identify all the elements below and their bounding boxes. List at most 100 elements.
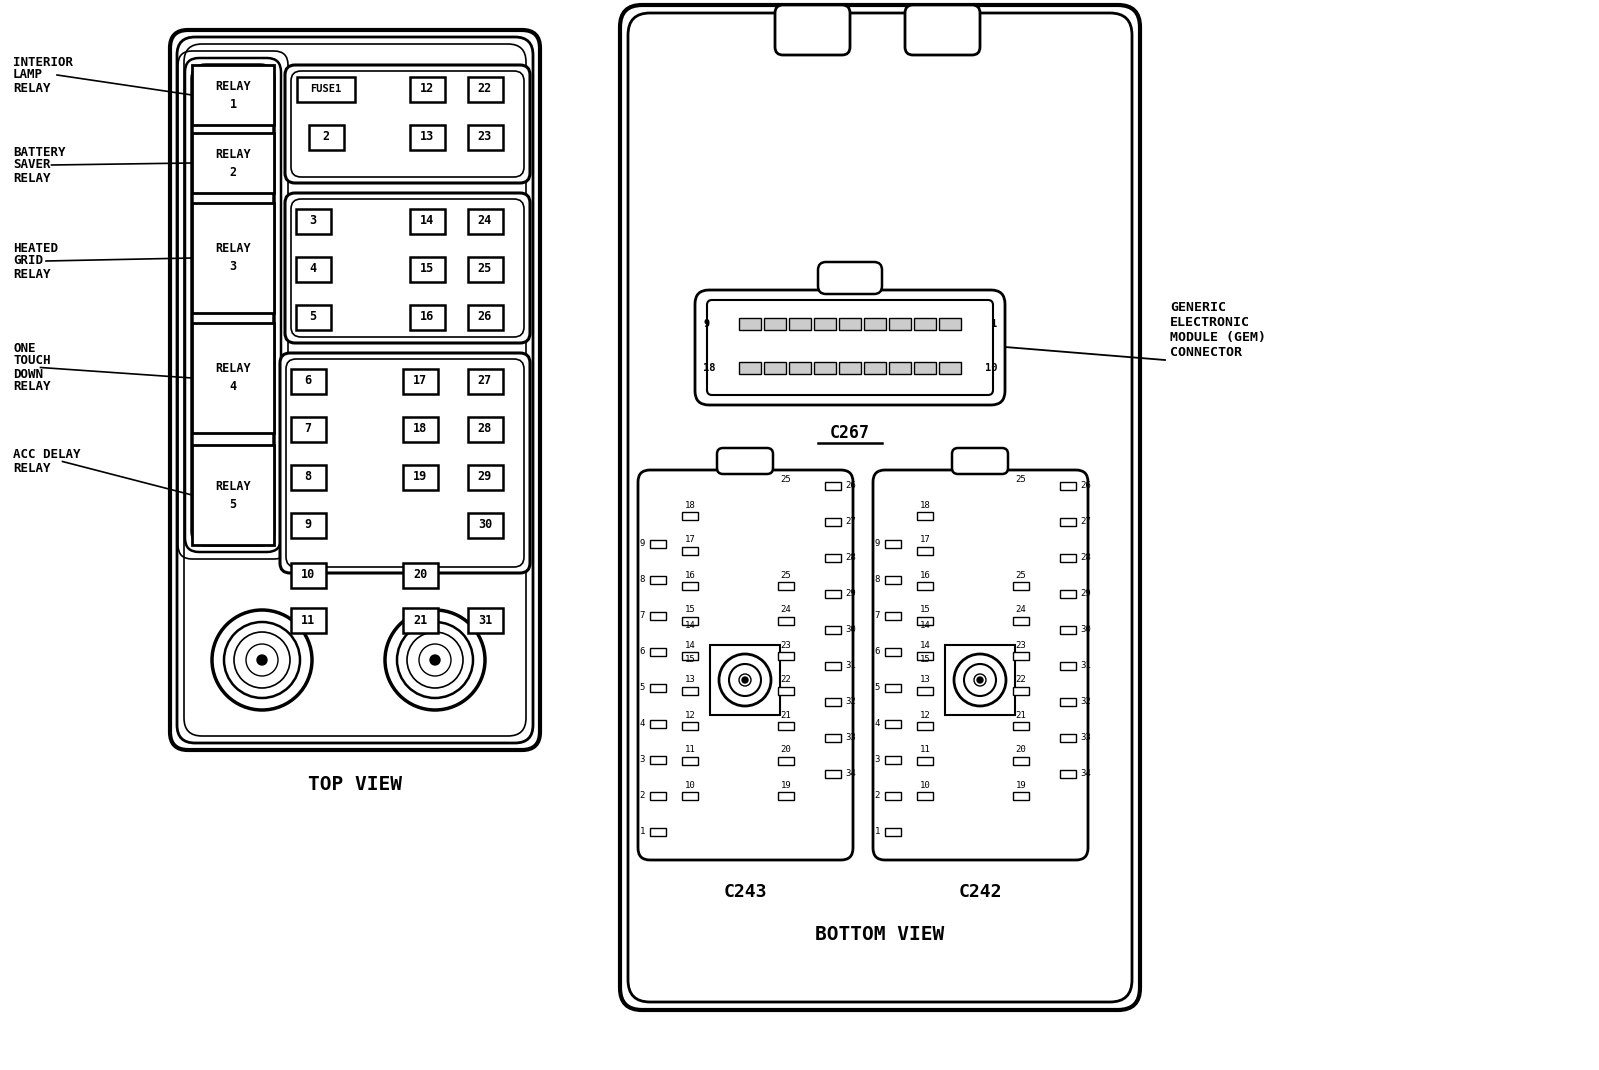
Bar <box>764 362 787 374</box>
Bar <box>651 576 667 584</box>
Bar <box>467 209 502 233</box>
Bar <box>739 362 761 374</box>
Bar <box>779 582 795 590</box>
Text: 22: 22 <box>478 82 492 95</box>
Text: 8: 8 <box>640 576 644 584</box>
Text: 14: 14 <box>684 641 696 649</box>
Bar <box>863 318 886 330</box>
Bar <box>291 416 326 442</box>
Text: 20: 20 <box>413 568 427 581</box>
Text: 8: 8 <box>304 471 312 484</box>
Text: 6: 6 <box>640 647 644 657</box>
Text: 2: 2 <box>229 166 237 179</box>
Bar <box>1014 722 1030 730</box>
Text: 16: 16 <box>919 570 931 580</box>
Bar <box>651 756 667 764</box>
Bar <box>916 756 932 765</box>
Bar <box>192 323 273 433</box>
Text: 24: 24 <box>478 214 492 228</box>
Bar <box>683 792 699 800</box>
Text: 12: 12 <box>421 82 433 95</box>
Bar <box>825 698 841 706</box>
Text: 11: 11 <box>919 746 931 754</box>
Bar <box>884 756 900 764</box>
Bar <box>825 662 841 670</box>
Text: 32: 32 <box>844 698 855 706</box>
Bar <box>1014 652 1030 660</box>
Text: 26: 26 <box>478 310 492 323</box>
Text: BOTTOM VIEW: BOTTOM VIEW <box>815 926 945 945</box>
Text: 28: 28 <box>1079 553 1091 563</box>
Bar <box>814 318 836 330</box>
Bar <box>915 318 935 330</box>
Text: 27: 27 <box>478 374 492 387</box>
Text: 13: 13 <box>919 675 931 685</box>
Bar <box>915 362 935 374</box>
Bar <box>683 652 699 660</box>
Bar <box>409 305 445 330</box>
FancyBboxPatch shape <box>286 360 524 567</box>
Bar <box>403 563 438 587</box>
Text: DOWN: DOWN <box>13 367 43 381</box>
FancyBboxPatch shape <box>177 37 532 743</box>
Text: 25: 25 <box>1015 570 1027 580</box>
FancyBboxPatch shape <box>620 5 1140 1010</box>
Bar <box>916 687 932 696</box>
Bar <box>825 518 841 526</box>
Text: 22: 22 <box>1015 675 1027 685</box>
Text: 17: 17 <box>684 535 696 545</box>
Bar <box>467 513 502 537</box>
Text: 21: 21 <box>780 710 792 719</box>
Bar <box>1014 582 1030 590</box>
Bar <box>884 648 900 656</box>
Bar <box>1014 687 1030 696</box>
Bar <box>884 540 900 548</box>
Bar <box>297 77 355 102</box>
Bar <box>651 720 667 728</box>
Text: 1: 1 <box>991 319 998 328</box>
Text: 25: 25 <box>780 570 792 580</box>
Text: 7: 7 <box>304 423 312 435</box>
Text: 10: 10 <box>684 780 696 790</box>
Bar <box>296 209 331 233</box>
Text: 14: 14 <box>684 621 696 629</box>
Text: 11: 11 <box>684 746 696 754</box>
Circle shape <box>430 655 440 664</box>
Text: 30: 30 <box>844 626 855 635</box>
Bar <box>309 124 344 150</box>
Text: 34: 34 <box>844 769 855 779</box>
Bar <box>683 547 699 555</box>
Bar <box>403 416 438 442</box>
Text: RELAY: RELAY <box>216 479 251 492</box>
Text: 4: 4 <box>875 719 879 729</box>
Text: 29: 29 <box>478 471 492 484</box>
Text: 19: 19 <box>780 780 792 790</box>
FancyBboxPatch shape <box>638 470 852 860</box>
Bar <box>1014 756 1030 765</box>
Text: 1: 1 <box>875 827 879 837</box>
Text: 11: 11 <box>301 613 315 627</box>
Text: C267: C267 <box>830 424 870 442</box>
Text: 8: 8 <box>875 576 879 584</box>
Text: 10: 10 <box>301 568 315 581</box>
Text: 14: 14 <box>919 641 931 649</box>
Text: 15: 15 <box>919 656 931 664</box>
FancyBboxPatch shape <box>291 199 524 337</box>
FancyBboxPatch shape <box>291 71 524 177</box>
Text: RELAY: RELAY <box>13 268 51 280</box>
Text: 27: 27 <box>1079 518 1091 526</box>
Text: 2: 2 <box>323 131 329 143</box>
FancyBboxPatch shape <box>819 262 883 294</box>
Text: C243: C243 <box>723 883 768 901</box>
Text: 30: 30 <box>478 519 492 532</box>
FancyBboxPatch shape <box>169 30 540 750</box>
FancyBboxPatch shape <box>707 300 993 395</box>
Bar <box>291 464 326 489</box>
Text: 16: 16 <box>421 310 433 323</box>
Bar <box>916 582 932 590</box>
Bar <box>916 513 932 520</box>
Text: 3: 3 <box>310 214 317 228</box>
Text: RELAY: RELAY <box>216 243 251 256</box>
Text: 4: 4 <box>640 719 644 729</box>
Text: 13: 13 <box>684 675 696 685</box>
